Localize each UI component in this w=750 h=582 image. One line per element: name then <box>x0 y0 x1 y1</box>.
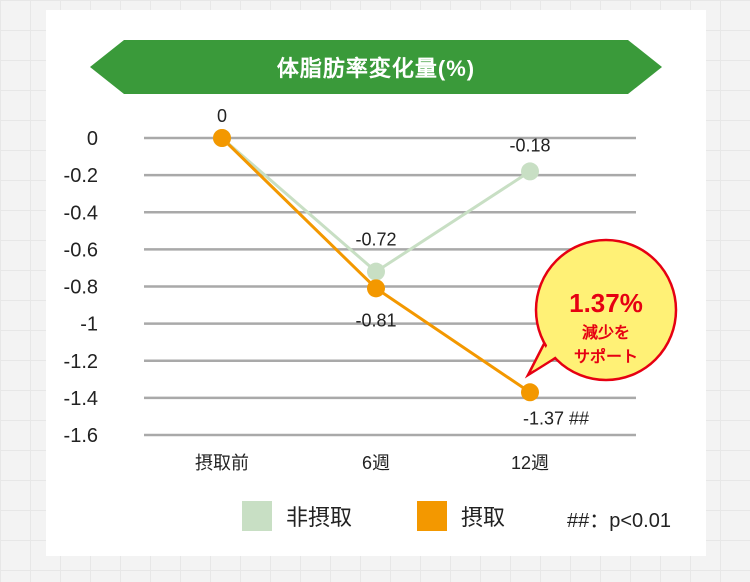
y-tick-label-7: -1.4 <box>64 388 98 410</box>
chart-title: 体脂肪率変化量(%) <box>277 56 475 81</box>
y-tick-label-4: -0.8 <box>64 277 98 299</box>
callout-line2: サポート <box>574 347 638 366</box>
x-category-label-1: 6週 <box>362 453 390 473</box>
callout-line1: 減少を <box>582 323 630 342</box>
legend-item-non-intake: 非摂取 <box>242 500 352 532</box>
series-0-point-1 <box>367 262 385 281</box>
x-category-label-2: 12週 <box>511 453 549 473</box>
y-tick-label-0: 0 <box>87 128 98 150</box>
title-banner <box>90 40 662 94</box>
x-category-label-0: 摂取前 <box>195 453 249 473</box>
y-tick-label-2: -0.4 <box>64 202 98 224</box>
legend-swatch-intake <box>417 501 447 531</box>
series-1-data-label-2: -1.37 ## <box>523 408 589 428</box>
chart-card: 体脂肪率変化量(%) 0 -0.2 -0.4 -0.6 -0.8 -1 -1.2 -1.4 -1… <box>46 10 706 556</box>
y-tick-label-5: -1 <box>80 314 98 336</box>
series-1-point-0 <box>213 129 231 147</box>
chart-svg: 体脂肪率変化量(%) 0 -0.2 -0.4 -0.6 -0.8 -1 -1.2 -1.4 -1… <box>64 40 678 473</box>
callout-bubble: 1.37% 減少を サポート <box>524 238 678 382</box>
legend-label-intake: 摂取 <box>461 505 506 530</box>
legend-label-non-intake: 非摂取 <box>286 505 353 530</box>
y-tick-label-6: -1.2 <box>64 351 98 373</box>
y-tick-label-3: -0.6 <box>64 239 98 261</box>
significance-footnote: ##：p<0.01 <box>567 510 671 532</box>
series-1-data-label-1: -0.81 <box>355 310 396 330</box>
series-1-point-1 <box>367 279 385 298</box>
series-0-point-2 <box>521 162 539 181</box>
series-line-0 <box>221 136 531 274</box>
series-1-point-2 <box>521 383 539 402</box>
legend-item-intake: 摂取 <box>417 500 505 532</box>
legend: 非摂取 摂取 ##：p<0.01 <box>46 494 706 534</box>
series-0-data-label-1: -0.72 <box>355 230 396 250</box>
y-tick-label-1: -0.2 <box>64 165 98 187</box>
legend-swatch-non-intake <box>242 501 272 531</box>
y-tick-label-8: -1.6 <box>64 425 98 447</box>
series-0-data-label-0: 0 <box>217 106 227 126</box>
series-0-data-label-2: -0.18 <box>509 135 550 155</box>
callout-percent: 1.37% <box>569 288 643 318</box>
